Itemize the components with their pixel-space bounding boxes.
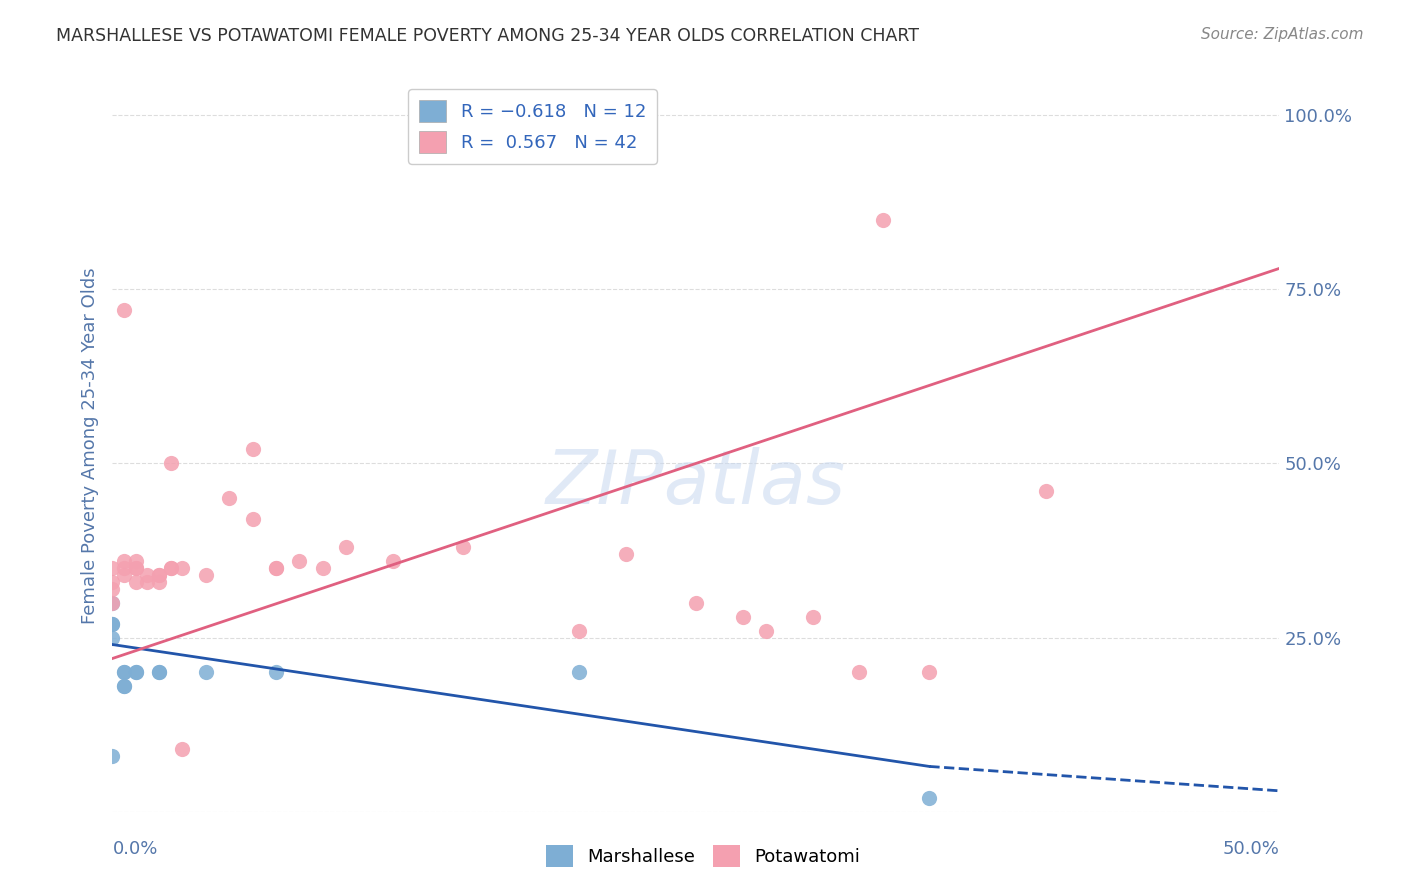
Point [112,679,135,693]
Point [101,749,124,764]
Point [101,596,124,610]
Point [136,574,159,589]
Point [1035,484,1057,499]
Point [335,540,357,554]
Point [148,574,170,589]
Point [148,567,170,582]
Text: 50.0%: 50.0% [1223,839,1279,857]
Point [264,561,287,575]
Point [125,665,148,680]
Point [242,512,264,526]
Point [172,561,194,575]
Text: MARSHALLESE VS POTAWATOMI FEMALE POVERTY AMONG 25-34 YEAR OLDS CORRELATION CHART: MARSHALLESE VS POTAWATOMI FEMALE POVERTY… [56,27,920,45]
Point [918,665,941,680]
Point [451,540,474,554]
Legend: R = −0.618   N = 12, R =  0.567   N = 42: R = −0.618 N = 12, R = 0.567 N = 42 [408,89,657,164]
Y-axis label: Female Poverty Among 25-34 Year Olds: Female Poverty Among 25-34 Year Olds [80,268,98,624]
Point [125,561,148,575]
Point [148,665,170,680]
Point [101,616,124,631]
Point [685,596,707,610]
Text: Source: ZipAtlas.com: Source: ZipAtlas.com [1201,27,1364,42]
Point [112,665,135,680]
Point [101,616,124,631]
Point [872,212,894,227]
Point [112,567,135,582]
Point [136,567,159,582]
Point [101,631,124,645]
Point [194,665,217,680]
Point [112,561,135,575]
Point [194,567,217,582]
Point [125,554,148,568]
Point [160,457,183,471]
Point [112,303,135,318]
Point [288,554,311,568]
Point [614,547,637,561]
Point [160,561,183,575]
Point [381,554,404,568]
Point [101,596,124,610]
Point [801,609,824,624]
Point [731,609,754,624]
Point [101,574,124,589]
Text: ZIPatlas: ZIPatlas [546,447,846,518]
Point [264,561,287,575]
Point [148,665,170,680]
Point [112,665,135,680]
Point [264,665,287,680]
Point [568,624,591,638]
Point [172,742,194,756]
Point [242,442,264,457]
Point [112,554,135,568]
Point [755,624,778,638]
Point [125,561,148,575]
Point [101,561,124,575]
Point [160,561,183,575]
Point [218,491,240,506]
Point [112,679,135,693]
Point [101,582,124,596]
Point [568,665,591,680]
Point [148,567,170,582]
Point [311,561,333,575]
Point [848,665,870,680]
Point [125,574,148,589]
Point [918,790,941,805]
Text: 0.0%: 0.0% [112,839,157,857]
Point [125,665,148,680]
Legend: Marshallese, Potawatomi: Marshallese, Potawatomi [538,838,868,874]
